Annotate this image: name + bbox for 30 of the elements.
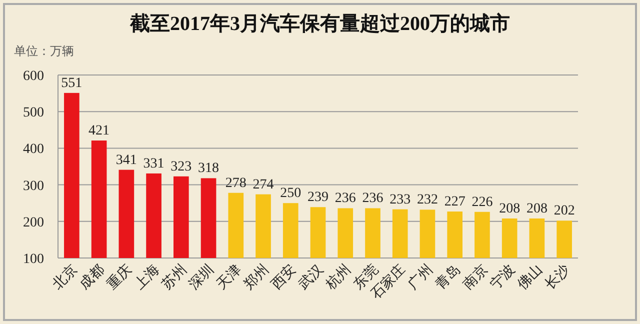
- y-tick-label: 600: [23, 69, 44, 84]
- data-label: 274: [252, 177, 274, 192]
- x-tick-label: 北京: [49, 262, 81, 293]
- data-label: 239: [308, 190, 328, 206]
- data-label: 226: [472, 194, 493, 210]
- data-label: 233: [390, 192, 411, 208]
- data-label: 341: [116, 152, 137, 168]
- x-tick-label: 深圳: [186, 262, 218, 293]
- x-tick-label: 重庆: [104, 262, 136, 293]
- data-label: 278: [225, 176, 246, 191]
- data-label: 421: [88, 124, 110, 139]
- data-label: 208: [526, 201, 548, 216]
- data-label: 227: [444, 194, 466, 210]
- data-label: 331: [143, 156, 164, 172]
- data-label: 551: [61, 76, 82, 91]
- y-tick-label: 200: [23, 215, 44, 230]
- y-tick-label: 100: [23, 252, 44, 267]
- data-label: 208: [499, 201, 520, 216]
- data-label: 232: [416, 192, 438, 208]
- data-label: 202: [554, 204, 575, 219]
- y-tick-label: 300: [23, 178, 44, 194]
- data-label: 250: [280, 186, 302, 202]
- y-tick-label: 500: [23, 106, 44, 121]
- y-tick-label: 400: [23, 142, 44, 158]
- data-label: 236: [362, 191, 384, 206]
- data-label: 236: [334, 191, 356, 206]
- data-label: 323: [170, 159, 192, 174]
- chart-title: 截至2017年3月汽车保有量超过200万的城市: [129, 12, 510, 35]
- data-label: 318: [198, 161, 220, 176]
- y-axis-title: 单位：万辆: [14, 44, 74, 58]
